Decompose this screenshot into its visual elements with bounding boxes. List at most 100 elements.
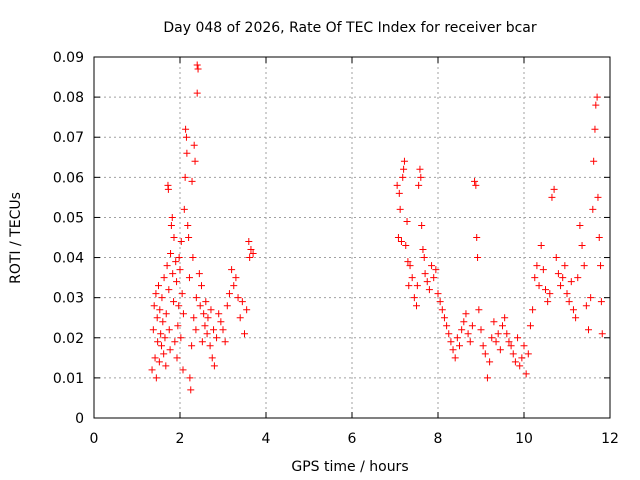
data-point	[447, 338, 455, 346]
y-tick-label: 0.02	[53, 331, 84, 347]
data-point	[167, 250, 175, 258]
data-point	[236, 314, 244, 322]
data-point	[418, 221, 426, 229]
data-point	[464, 330, 472, 338]
data-point	[163, 262, 171, 270]
data-point	[405, 282, 413, 290]
data-point	[173, 278, 181, 286]
data-point	[537, 242, 545, 250]
axis-tick-labels: 0 0.01 0.02 0.03 0.04 0.05 0.06 0.07 0.08 0.09 0 2 4…	[53, 50, 619, 447]
data-point	[193, 89, 201, 97]
data-point	[483, 374, 491, 382]
data-point	[397, 238, 405, 246]
data-point	[395, 189, 403, 197]
data-point	[157, 330, 165, 338]
data-point	[198, 338, 206, 346]
data-point	[423, 278, 431, 286]
data-point	[400, 157, 408, 165]
data-point	[206, 342, 214, 350]
data-point	[468, 322, 476, 330]
data-point	[403, 217, 411, 225]
data-point	[181, 173, 189, 181]
data-point	[539, 266, 547, 274]
data-point	[148, 366, 156, 374]
data-point	[554, 270, 562, 278]
data-point	[175, 302, 183, 310]
data-point	[213, 334, 221, 342]
data-point	[241, 330, 248, 338]
data-point	[449, 346, 457, 354]
data-point	[456, 342, 463, 350]
data-point	[445, 330, 453, 338]
data-point	[565, 298, 573, 306]
data-point	[196, 302, 204, 310]
axis-ticks	[93, 56, 611, 419]
data-point	[436, 298, 444, 306]
data-point	[149, 326, 157, 334]
data-point	[430, 274, 438, 282]
data-point	[184, 221, 192, 229]
data-point	[402, 242, 410, 250]
data-point	[210, 362, 218, 370]
data-point	[168, 213, 176, 221]
y-tick-label: 0.03	[53, 291, 84, 307]
data-point	[587, 294, 595, 302]
data-point	[544, 298, 552, 306]
data-point	[413, 302, 420, 310]
data-point	[486, 358, 494, 366]
data-point	[514, 334, 522, 342]
data-point	[410, 294, 418, 302]
data-point	[413, 282, 421, 290]
data-point	[597, 298, 605, 306]
y-tick-label: 0.05	[53, 210, 84, 226]
data-point	[462, 310, 470, 318]
data-point	[172, 258, 180, 266]
data-point	[192, 294, 200, 302]
data-point	[167, 221, 175, 229]
data-point	[191, 157, 199, 165]
data-point	[594, 193, 602, 201]
data-point	[425, 286, 433, 294]
data-point	[183, 149, 191, 157]
data-point	[492, 338, 500, 346]
data-point	[488, 334, 496, 342]
data-point	[221, 338, 229, 346]
data-point	[511, 358, 519, 366]
data-point	[432, 266, 440, 274]
data-point	[415, 181, 423, 189]
data-point	[192, 326, 200, 334]
y-tick-label: 0.06	[53, 170, 84, 186]
data-point	[542, 286, 549, 294]
data-point	[150, 302, 158, 310]
data-point	[154, 338, 162, 346]
data-point	[208, 354, 216, 362]
data-point	[152, 374, 160, 382]
data-point	[230, 282, 238, 290]
data-point	[419, 246, 427, 254]
data-point	[160, 350, 168, 358]
data-point	[246, 254, 254, 262]
chart-title: Day 048 of 2026, Rate Of TEC Index for r…	[163, 20, 537, 36]
data-point	[529, 306, 537, 314]
data-point	[557, 282, 565, 290]
data-point	[481, 350, 489, 358]
data-point	[548, 193, 556, 201]
data-point	[185, 234, 193, 241]
data-point	[578, 242, 586, 250]
data-point	[193, 61, 201, 69]
x-tick-label: 2	[176, 431, 185, 447]
data-point	[589, 205, 597, 213]
x-tick-label: 10	[515, 431, 533, 447]
data-point	[585, 326, 592, 334]
data-point	[215, 310, 223, 318]
data-point	[151, 354, 159, 362]
data-point	[159, 318, 167, 326]
data-point	[518, 354, 526, 362]
data-point	[164, 185, 172, 193]
data-point	[569, 306, 577, 314]
data-point	[166, 346, 174, 354]
data-point	[471, 177, 479, 185]
data-point	[591, 125, 599, 133]
data-point	[597, 262, 605, 270]
